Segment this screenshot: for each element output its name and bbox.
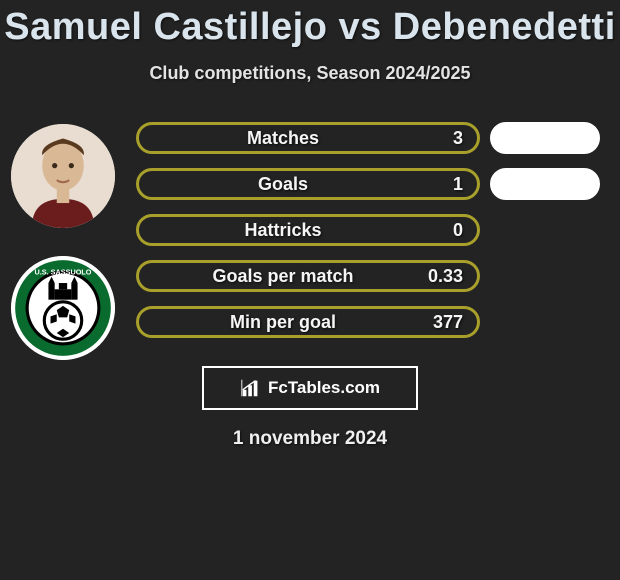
stat-value-player1: 0.33 bbox=[413, 266, 463, 287]
club-badge-icon: U.S. SASSUOLO bbox=[11, 256, 115, 360]
stat-pill-player2 bbox=[490, 122, 600, 154]
stat-value-player1: 1 bbox=[413, 174, 463, 195]
bar-chart-icon bbox=[240, 377, 262, 399]
page-title: Samuel Castillejo vs Debenedetti bbox=[0, 0, 620, 49]
stat-label: Goals bbox=[153, 174, 413, 195]
stat-row: Goals1 bbox=[136, 168, 606, 200]
avatars-column: U.S. SASSUOLO bbox=[8, 124, 118, 360]
stat-row: Min per goal377 bbox=[136, 306, 606, 338]
stat-label: Matches bbox=[153, 128, 413, 149]
stat-pill-player1: Min per goal377 bbox=[136, 306, 480, 338]
stat-value-player1: 3 bbox=[413, 128, 463, 149]
stat-value-player1: 0 bbox=[413, 220, 463, 241]
brand-text: FcTables.com bbox=[268, 378, 380, 398]
stats-rows: Matches3Goals1Hattricks0Goals per match0… bbox=[136, 122, 606, 338]
stat-pill-player1: Matches3 bbox=[136, 122, 480, 154]
subtitle: Club competitions, Season 2024/2025 bbox=[0, 63, 620, 84]
stat-label: Hattricks bbox=[153, 220, 413, 241]
stat-pill-player2 bbox=[490, 168, 600, 200]
stat-row: Hattricks0 bbox=[136, 214, 606, 246]
stat-pill-player1: Goals1 bbox=[136, 168, 480, 200]
stat-row: Goals per match0.33 bbox=[136, 260, 606, 292]
date-stamp: 1 november 2024 bbox=[0, 428, 620, 450]
svg-text:U.S. SASSUOLO: U.S. SASSUOLO bbox=[35, 268, 92, 277]
player2-club-badge: U.S. SASSUOLO bbox=[11, 256, 115, 360]
brand-box: FcTables.com bbox=[202, 366, 418, 410]
stat-row: Matches3 bbox=[136, 122, 606, 154]
stat-pill-player1: Hattricks0 bbox=[136, 214, 480, 246]
stat-label: Min per goal bbox=[153, 312, 413, 333]
player1-avatar bbox=[11, 124, 115, 228]
stat-value-player1: 377 bbox=[413, 312, 463, 333]
person-icon bbox=[11, 124, 115, 228]
stat-pill-player1: Goals per match0.33 bbox=[136, 260, 480, 292]
stat-label: Goals per match bbox=[153, 266, 413, 287]
